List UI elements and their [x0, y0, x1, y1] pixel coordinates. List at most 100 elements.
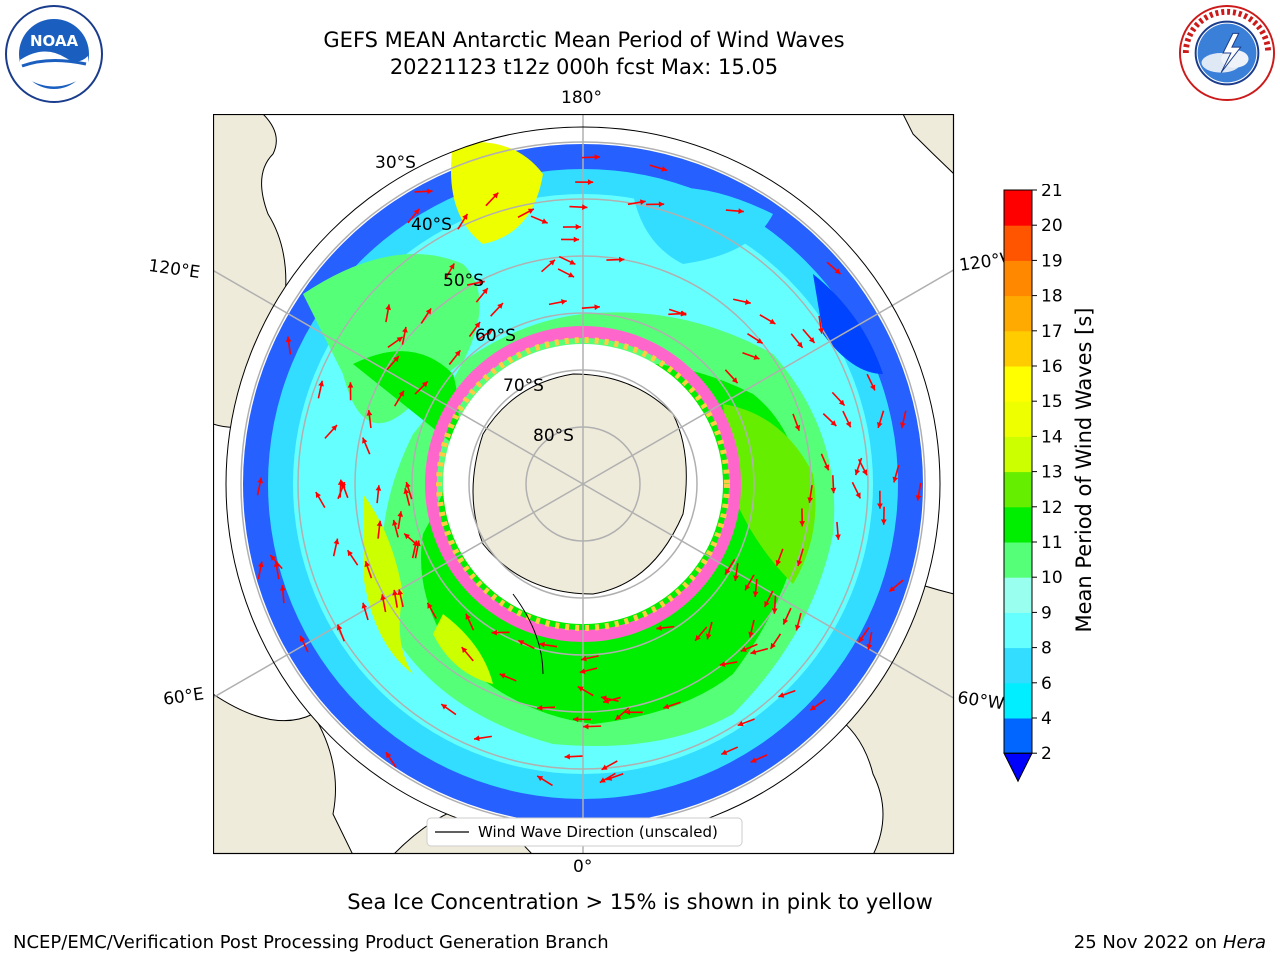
wind-arrow-head [750, 757, 757, 763]
wind-arrow-head [794, 424, 801, 431]
colorbar-bin [1004, 401, 1032, 437]
wind-arrow-head [764, 601, 770, 608]
wind-arrow-head [415, 540, 421, 547]
wind-arrow-head [581, 655, 587, 662]
wind-arrow-head [366, 410, 373, 416]
colorbar-tick-label: 6 [1041, 674, 1052, 694]
wind-arrow-head [376, 520, 383, 527]
wind-arrow-head [331, 425, 337, 431]
wind-arrow-head [752, 591, 759, 597]
wind-arrow-head [499, 673, 506, 679]
wind-arrow-head [807, 497, 814, 503]
wind-arrow-head [575, 224, 581, 230]
colorbar-bin [1004, 612, 1032, 649]
chart-title: GEFS MEAN Antarctic Mean Period of Wind … [323, 28, 845, 52]
wind-arrow-head [733, 575, 739, 581]
wind-arrow-head [823, 464, 830, 471]
wind-arrow-head [606, 775, 613, 781]
wind-arrow-head [880, 519, 887, 525]
wind-arrow-head [549, 259, 556, 266]
wind-arrow-head [656, 625, 662, 631]
wind-arrow-head [579, 668, 586, 674]
wind-arrow-head [361, 602, 368, 609]
lat-label-30s: 30°S [375, 153, 416, 173]
wind-arrow-head [756, 338, 763, 344]
wind-arrow-head [449, 263, 455, 270]
map-legend: Wind Wave Direction (unscaled) [426, 817, 743, 847]
wind-arrow-head [285, 336, 292, 343]
wind-arrow-head [830, 487, 837, 494]
lon-label-120e: 120°E [147, 256, 202, 284]
wind-arrow-head [270, 555, 276, 561]
wind-arrow-head [568, 272, 575, 278]
wind-arrow-head [877, 503, 883, 509]
wind-arrow-head [624, 709, 631, 716]
legend-label: Wind Wave Direction (unscaled) [478, 823, 718, 841]
wind-arrow-head [582, 204, 588, 211]
wind-arrow-head [364, 561, 370, 568]
wind-arrow-head [587, 179, 594, 185]
colorbar-bin [1004, 577, 1032, 613]
wind-arrow-head [573, 236, 580, 243]
wind-arrow-head [403, 488, 410, 495]
wind-arrow-head [745, 584, 751, 591]
wind-arrow-head [474, 735, 480, 742]
wind-arrow-head [362, 437, 368, 444]
colorbar-tick-label: 19 [1041, 251, 1063, 271]
wind-arrow-head [861, 469, 868, 476]
wind-arrow-head [778, 692, 785, 698]
wind-arrow-head [725, 568, 731, 575]
wind-arrow-head [750, 649, 757, 655]
wind-arrow-head [258, 561, 264, 568]
colorbar-tick-label: 13 [1041, 463, 1063, 483]
wind-arrow-head [380, 594, 386, 601]
colorbar-tick-label: 17 [1041, 322, 1063, 342]
wind-arrow-head [402, 326, 408, 333]
wind-arrow-head [782, 618, 789, 625]
wind-arrow-head [721, 749, 728, 755]
wind-arrow-head [385, 304, 392, 311]
wind-arrow-head [441, 704, 448, 710]
colorbar-bin [1004, 436, 1032, 473]
wind-arrow-head [492, 192, 499, 199]
wind-arrow-head [375, 485, 382, 491]
colorbar-tick-label: 12 [1041, 498, 1063, 518]
wind-arrow-head [719, 661, 726, 667]
wind-arrow-head [421, 381, 428, 388]
wind-arrow-head [738, 208, 744, 214]
wind-arrow-head [299, 635, 306, 642]
wind-arrow-head [601, 764, 608, 770]
wind-arrow-head [474, 322, 481, 328]
wind-arrow-head [465, 613, 471, 620]
wind-arrow-head [397, 511, 404, 517]
wind-arrow-head [404, 533, 411, 540]
wind-arrow-head [482, 288, 488, 295]
wind-arrow-head [770, 642, 776, 649]
wind-arrow-head [866, 644, 873, 650]
wind-arrow-head [392, 589, 398, 596]
wind-arrow-head [425, 308, 432, 315]
wind-arrow-head [541, 218, 548, 224]
lat-label-50s: 50°S [443, 271, 484, 291]
wind-arrow-head [845, 421, 851, 428]
wind-arrow-head [462, 213, 468, 220]
wind-arrow-head [769, 318, 776, 324]
wind-arrow-head [478, 279, 485, 286]
wind-wave-direction-arrows [256, 154, 922, 787]
wind-arrow-head [915, 495, 922, 501]
wind-arrow-head [397, 589, 404, 596]
wind-arrow-head [337, 479, 344, 486]
wind-arrow-head [619, 256, 625, 263]
wind-arrow-head [583, 723, 589, 730]
wind-arrow-head [737, 720, 744, 727]
wind-arrow-head [600, 695, 607, 702]
wind-arrow-head [705, 633, 712, 640]
colorbar-tick-label: 9 [1041, 603, 1052, 623]
wind-arrow-head [838, 399, 845, 406]
wind-arrow-head [454, 350, 461, 357]
wind-arrow-head [603, 698, 610, 704]
colorbar-under-triangle [1003, 752, 1033, 783]
lon-label-180: 180° [561, 88, 602, 108]
colorbar-tick-label: 16 [1041, 357, 1063, 377]
wind-arrow-head [569, 259, 576, 265]
